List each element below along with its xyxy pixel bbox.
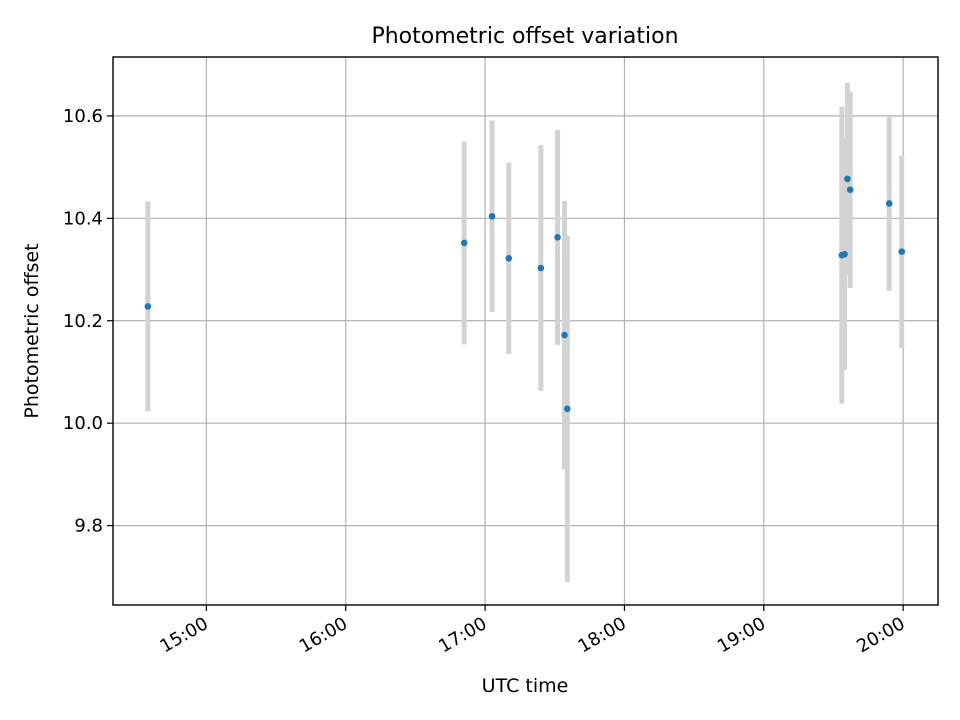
data-point [564, 405, 571, 413]
data-point [505, 254, 513, 262]
data-point [898, 248, 906, 255]
data-point [537, 264, 545, 272]
y-axis-label: Photometric offset [21, 243, 43, 418]
error-bars [145, 82, 905, 582]
y-tick-label: 10.4 [63, 208, 103, 229]
data-point [460, 239, 468, 247]
y-tick-label: 10.2 [63, 311, 103, 332]
data-point [488, 212, 496, 220]
x-tick-label: 19:00 [714, 613, 769, 657]
plot-frame [112, 56, 939, 606]
x-tick-label: 20:00 [853, 613, 908, 657]
y-tick-label: 10.0 [63, 413, 103, 434]
data-points [144, 175, 906, 413]
data-point [561, 331, 568, 339]
data-point [554, 233, 561, 241]
data-point [885, 200, 893, 207]
x-tick-label: 17:00 [435, 613, 490, 657]
data-point [846, 186, 854, 193]
x-tick-label: 18:00 [575, 613, 630, 657]
y-tick-label: 9.8 [74, 516, 103, 537]
x-axis-ticks: 15:00 16:00 17:00 18:00 19:00 20:00 [156, 605, 909, 657]
data-point [844, 175, 851, 183]
data-point [841, 250, 848, 258]
x-tick-label: 16:00 [296, 613, 351, 657]
grid [113, 57, 938, 605]
data-point [144, 303, 152, 310]
y-axis-ticks: 9.8 10.0 10.2 10.4 10.6 [63, 106, 113, 537]
y-tick-label: 10.6 [63, 106, 103, 127]
chart-title: Photometric offset variation [371, 24, 678, 49]
x-axis-label: UTC time [482, 675, 569, 697]
x-tick-label: 15:00 [156, 613, 211, 657]
